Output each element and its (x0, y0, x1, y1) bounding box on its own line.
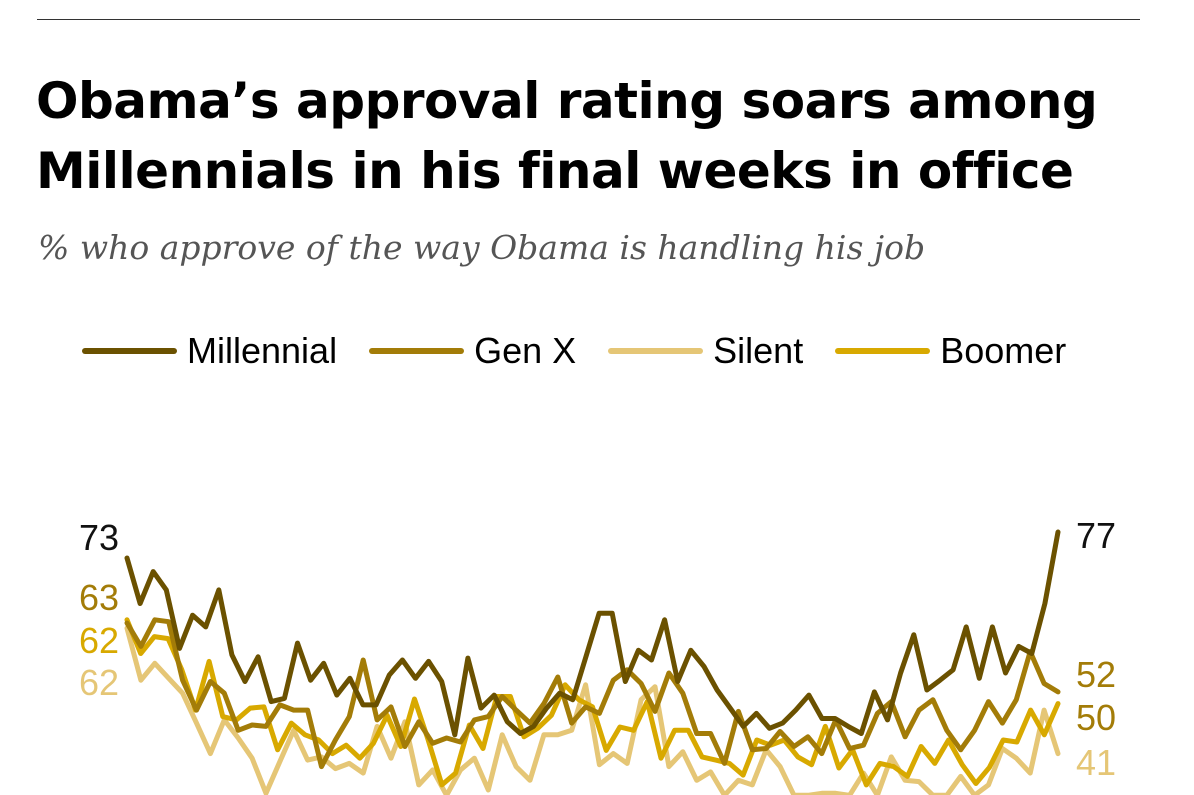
series-line-silent (124, 625, 1061, 795)
legend-swatch (82, 348, 177, 354)
legend-swatch (835, 348, 931, 354)
chart-title: Obama’s approval rating soars among Mill… (36, 72, 1098, 200)
chart-subtitle: % who approve of the way Obama is handli… (38, 228, 926, 267)
start-label-silent: 62 (79, 662, 119, 703)
legend-item-silent: Silent (608, 330, 803, 372)
legend: Millennial Gen X Silent Boomer (82, 330, 1098, 372)
legend-label: Gen X (474, 330, 577, 371)
top-rule (37, 19, 1140, 20)
end-label-boomer: 50 (1076, 697, 1116, 738)
series-line-millennial (124, 529, 1061, 738)
legend-label: Boomer (940, 330, 1067, 371)
legend-label: Silent (713, 330, 804, 371)
end-label-millennial: 77 (1076, 515, 1116, 556)
legend-item-millennial: Millennial (82, 330, 337, 372)
start-label-boomer: 62 (79, 620, 119, 661)
series-line-boomer (124, 617, 1061, 788)
end-label-silent: 41 (1076, 742, 1116, 783)
end-label-gen-x: 52 (1076, 654, 1116, 695)
legend-swatch (369, 348, 465, 354)
legend-swatch (608, 348, 704, 354)
legend-item-boomer: Boomer (835, 330, 1066, 372)
start-label-gen-x: 63 (79, 577, 119, 618)
series-line-gen-x (124, 617, 1061, 770)
legend-item-genx: Gen X (369, 330, 576, 372)
start-label-millennial: 73 (79, 517, 119, 558)
legend-label: Millennial (187, 330, 338, 371)
